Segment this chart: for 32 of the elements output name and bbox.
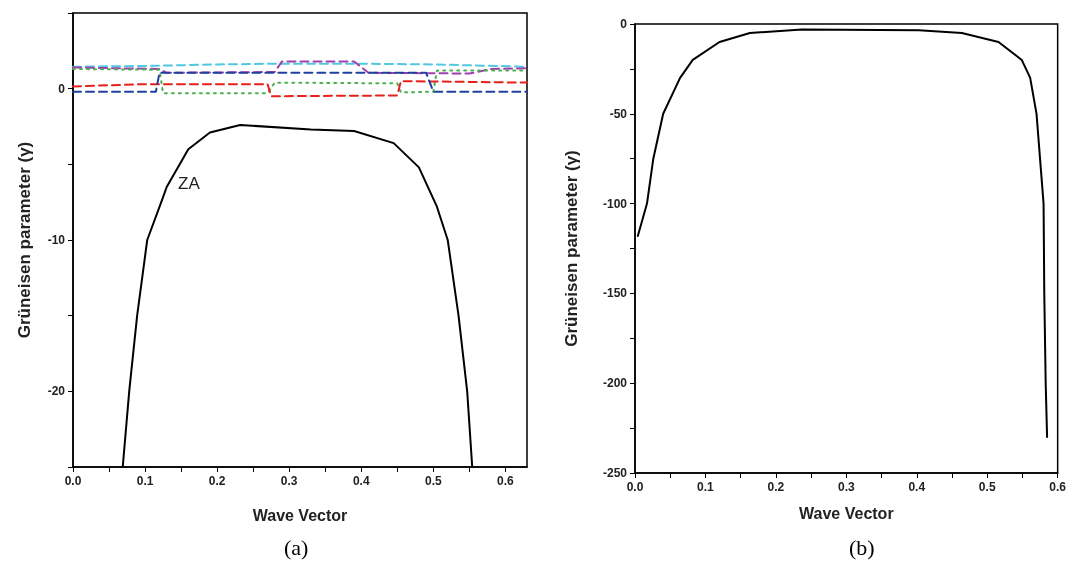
- line-series: [72, 80, 528, 98]
- x-tick-label: 0.1: [697, 480, 715, 494]
- text: (b): [849, 534, 875, 560]
- y-tick-label: 0: [58, 81, 66, 96]
- x-axis-title: Wave Vector: [799, 504, 894, 522]
- x-tick-label: 0.4: [908, 480, 926, 494]
- x-tick-label: 0.1: [136, 474, 154, 488]
- y-tick-label: 0: [620, 17, 628, 31]
- x-tick-label: 0.3: [280, 474, 298, 488]
- y-tick-label: -150: [602, 286, 628, 301]
- y-axis-title: Grüneisen parameter (γ): [562, 150, 581, 347]
- text: (a): [284, 534, 309, 560]
- x-tick-label: 0.2: [767, 480, 785, 494]
- x-tick-label: 0.0: [626, 480, 644, 494]
- y-tick-label: -20: [47, 384, 66, 399]
- x-tick-label: 0.0: [64, 474, 82, 488]
- x-tick-label: 0.3: [837, 480, 855, 494]
- y-tick-label: -10: [47, 233, 66, 247]
- y-tick-label: -100: [602, 196, 628, 211]
- x-tick-label: 0.4: [352, 474, 370, 488]
- y-axis-title: Grüneisen parameter (γ): [15, 141, 34, 339]
- x-tick-label: 0.2: [208, 474, 226, 488]
- x-tick-label: 0.5: [978, 480, 996, 494]
- x-tick-label: 0.6: [1049, 480, 1067, 494]
- x-tick-label: 0.5: [424, 474, 442, 488]
- line-series: [72, 60, 528, 75]
- y-tick-label: -250: [602, 466, 628, 480]
- annotation: ZA: [178, 174, 201, 193]
- x-tick-label: 0.6: [497, 474, 515, 488]
- y-tick-label: -50: [609, 106, 628, 121]
- y-tick-label: -200: [602, 376, 628, 391]
- x-axis-title: Wave Vector: [252, 506, 348, 524]
